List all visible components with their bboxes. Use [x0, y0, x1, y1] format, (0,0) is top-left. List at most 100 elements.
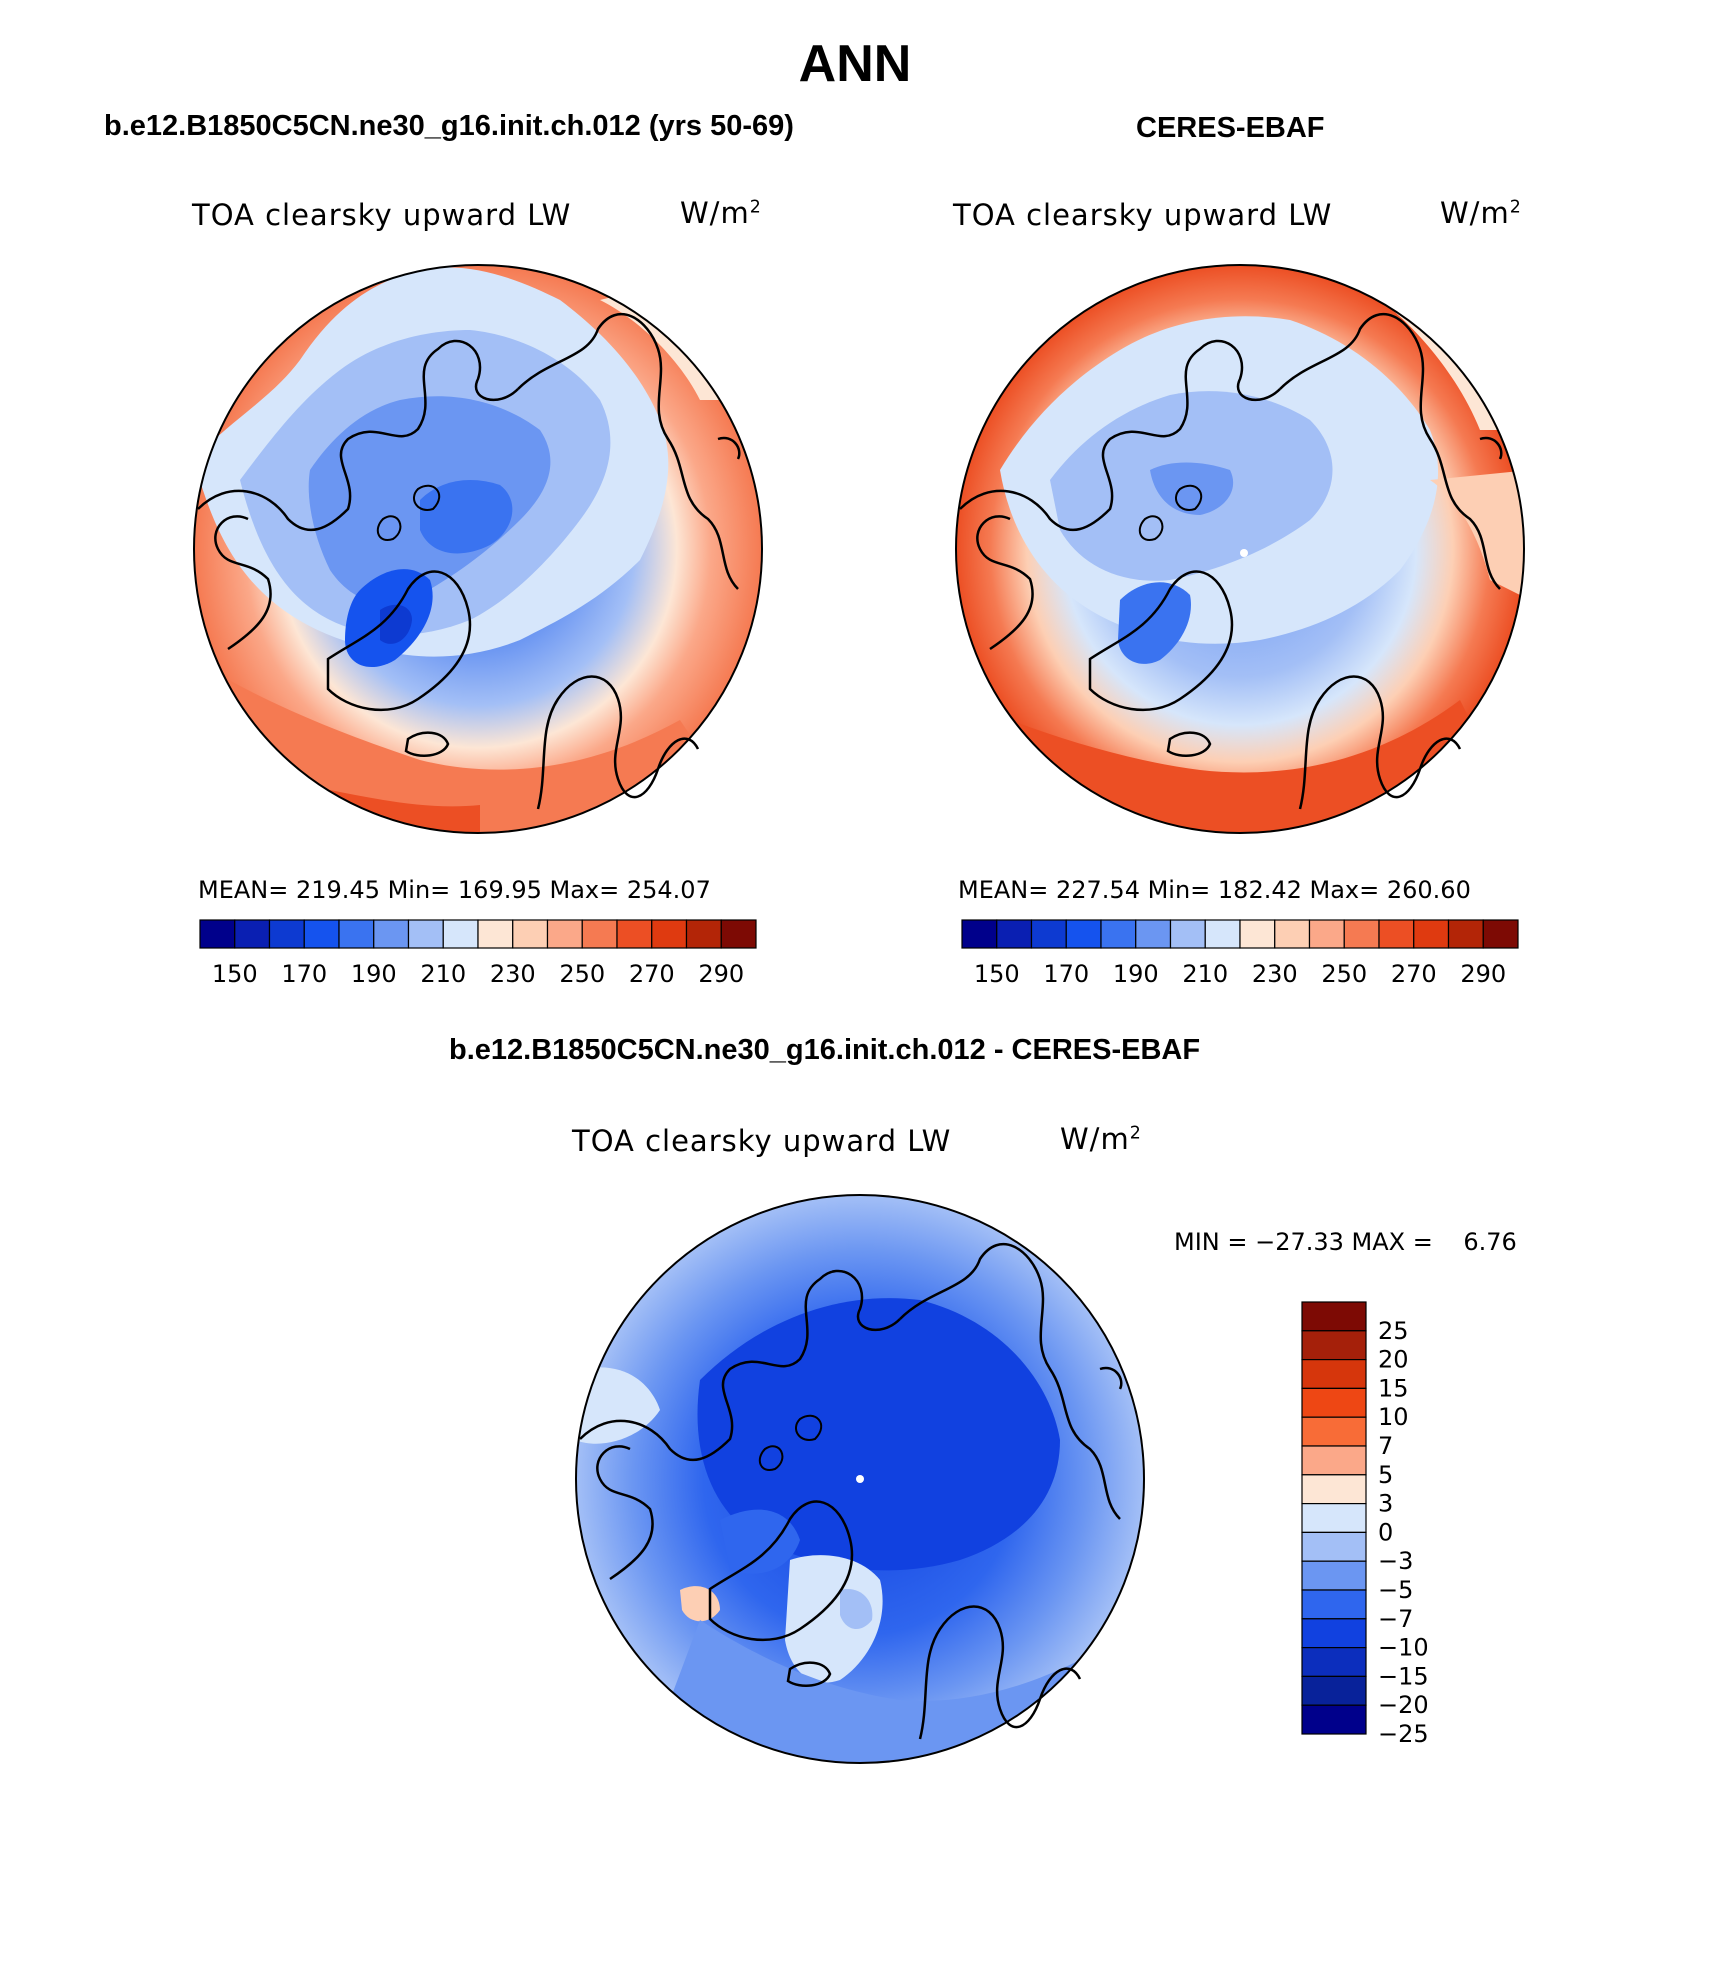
obs-colorbar-box	[1343, 919, 1380, 949]
obs-field-contours	[956, 265, 1524, 833]
diff-colorbar-box	[1301, 1416, 1367, 1447]
obs-colorbar-box	[1413, 919, 1450, 949]
diff-colorbar-tick-label: 10	[1378, 1403, 1409, 1431]
figure-title: ANN	[798, 35, 912, 93]
obs-colorbar-tick-label: 270	[1391, 960, 1437, 988]
model-colorbar-box	[373, 919, 410, 949]
model-colorbar-tick-label: 170	[281, 960, 327, 988]
diff-colorbar-box	[1301, 1704, 1367, 1735]
model-units-label: W/m2	[680, 196, 762, 230]
obs-colorbar-box	[996, 919, 1033, 949]
diff-colorbar-box	[1301, 1330, 1367, 1361]
diff-colorbar-tick-label: 15	[1378, 1374, 1409, 1402]
model-variable-label: TOA clearsky upward LW	[192, 198, 572, 232]
model-colorbar-tick-label: 210	[420, 960, 466, 988]
model-colorbar-box	[268, 919, 305, 949]
diff-colorbar-tick-label: −25	[1378, 1720, 1429, 1748]
obs-colorbar-box	[1169, 919, 1206, 949]
diff-stats: MIN = −27.33 MAX = 6.76	[1174, 1228, 1517, 1256]
diff-colorbar-tick-label: −15	[1378, 1662, 1429, 1690]
obs-stats: MEAN= 227.54 Min= 182.42 Max= 260.60	[958, 876, 1471, 904]
obs-colorbar-tick-label: 150	[974, 960, 1020, 988]
model-colorbar-tick-label: 250	[559, 960, 605, 988]
model-colorbar-box	[442, 919, 479, 949]
diff-colorbar-tick-label: 7	[1378, 1432, 1393, 1460]
obs-colorbar-box	[1100, 919, 1137, 949]
model-colorbar-tick-label: 150	[212, 960, 258, 988]
model-colorbar-tick-label: 290	[698, 960, 744, 988]
obs-colorbar: 150 170 190 210 230 250 270 290	[961, 919, 1519, 988]
diff-colorbar-box	[1301, 1618, 1367, 1649]
model-colorbar-box	[199, 919, 236, 949]
model-colorbar-box	[720, 919, 757, 949]
diff-colorbar-tick-label: −20	[1378, 1691, 1429, 1719]
obs-colorbar-box	[1065, 919, 1102, 949]
obs-colorbar-box	[1274, 919, 1311, 949]
obs-colorbar-box	[1030, 919, 1067, 949]
obs-colorbar-box	[1378, 919, 1415, 949]
model-colorbar: 150 170 190 210 230 250 270 290	[199, 919, 757, 988]
model-colorbar-box	[338, 919, 375, 949]
obs-colorbar-tick-label: 230	[1252, 960, 1298, 988]
model-colorbar-box	[546, 919, 583, 949]
diff-colorbar-tick-label: −3	[1378, 1547, 1413, 1575]
model-colorbar-box	[407, 919, 444, 949]
obs-colorbar-box	[1447, 919, 1484, 949]
diff-colorbar-box	[1301, 1358, 1367, 1389]
obs-map	[955, 264, 1525, 834]
obs-colorbar-tick-label: 290	[1460, 960, 1506, 988]
diff-colorbar-box	[1301, 1387, 1367, 1418]
obs-colorbar-tick-label: 250	[1321, 960, 1367, 988]
model-colorbar-tick-label: 190	[351, 960, 397, 988]
diff-colorbar-box	[1301, 1589, 1367, 1620]
model-colorbar-box	[477, 919, 514, 949]
diff-map	[575, 1194, 1145, 1764]
obs-colorbar-box	[1482, 919, 1519, 949]
model-colorbar-box	[303, 919, 340, 949]
obs-colorbar-box	[961, 919, 998, 949]
model-panel-title: b.e12.B1850C5CN.ne30_g16.init.ch.012 (yr…	[104, 110, 794, 142]
model-stats: MEAN= 219.45 Min= 169.95 Max= 254.07	[198, 876, 711, 904]
model-colorbar-box	[616, 919, 653, 949]
obs-colorbar-box	[1204, 919, 1241, 949]
obs-colorbar-box	[1239, 919, 1276, 949]
diff-colorbar-tick-label: 5	[1378, 1461, 1393, 1489]
diff-panel-title: b.e12.B1850C5CN.ne30_g16.init.ch.012 - C…	[449, 1034, 1201, 1066]
model-colorbar-box	[512, 919, 549, 949]
model-field-contours	[194, 265, 762, 833]
obs-panel-title: CERES-EBAF	[1136, 112, 1325, 144]
diff-colorbar-box	[1301, 1531, 1367, 1562]
diff-colorbar-box	[1301, 1474, 1367, 1505]
diff-colorbar-tick-label: −10	[1378, 1634, 1429, 1662]
model-colorbar-box	[581, 919, 618, 949]
diff-colorbar-box	[1301, 1560, 1367, 1591]
diff-colorbar-box	[1301, 1301, 1367, 1332]
diff-variable-label: TOA clearsky upward LW	[572, 1124, 952, 1158]
diff-colorbar-tick-label: 3	[1378, 1490, 1393, 1518]
obs-colorbar-tick-label: 170	[1043, 960, 1089, 988]
model-colorbar-tick-label: 230	[490, 960, 536, 988]
obs-units-label: W/m2	[1440, 196, 1522, 230]
diff-colorbar-tick-label: −7	[1378, 1605, 1413, 1633]
model-colorbar-tick-label: 270	[629, 960, 675, 988]
diff-colorbar-tick-label: 25	[1378, 1317, 1409, 1345]
obs-colorbar-tick-label: 210	[1182, 960, 1228, 988]
obs-colorbar-box	[1135, 919, 1172, 949]
model-colorbar-box	[651, 919, 688, 949]
diff-colorbar-tick-label: −5	[1378, 1576, 1413, 1604]
diff-colorbar-box	[1301, 1502, 1367, 1533]
diff-units-label: W/m2	[1060, 1122, 1142, 1156]
obs-colorbar-box	[1308, 919, 1345, 949]
diff-colorbar-box	[1301, 1445, 1367, 1476]
obs-colorbar-tick-label: 190	[1113, 960, 1159, 988]
model-map	[193, 264, 763, 834]
model-colorbar-box	[685, 919, 722, 949]
diff-colorbar-box	[1301, 1675, 1367, 1706]
diff-colorbar-tick-label: 20	[1378, 1346, 1409, 1374]
diff-colorbar-box	[1301, 1646, 1367, 1677]
diff-colorbar-tick-label: 0	[1378, 1518, 1393, 1546]
model-colorbar-box	[234, 919, 271, 949]
obs-variable-label: TOA clearsky upward LW	[953, 198, 1333, 232]
